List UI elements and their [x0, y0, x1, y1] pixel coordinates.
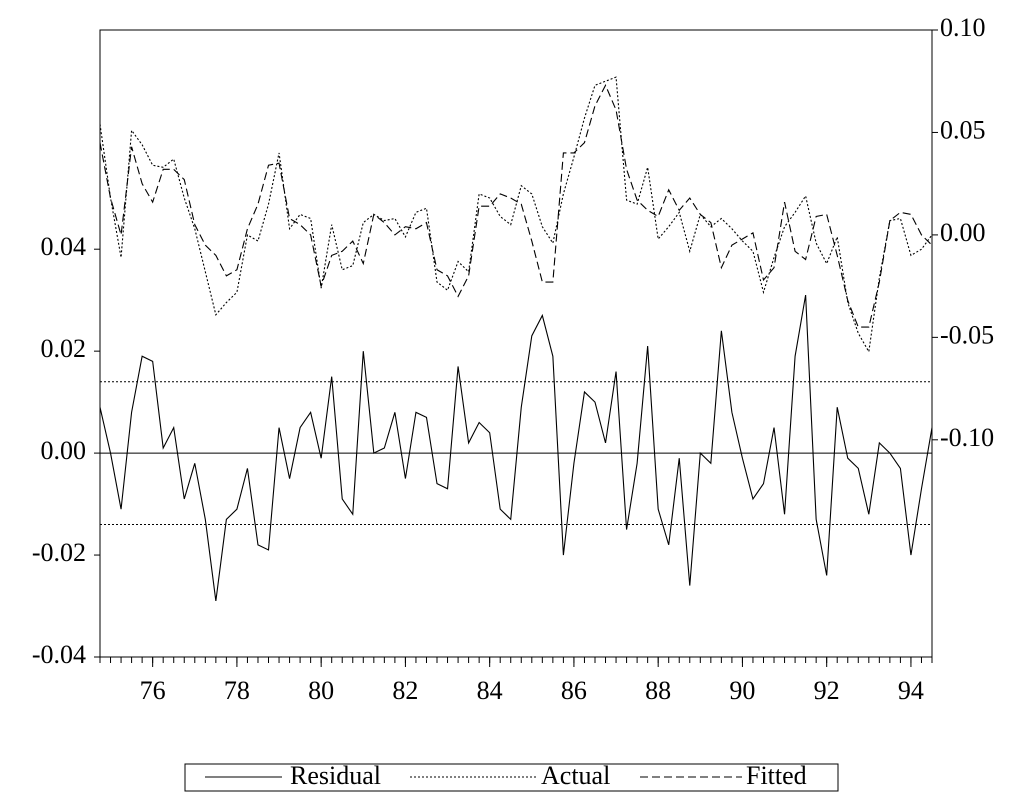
series-line [99, 76, 933, 354]
legend-box [184, 763, 839, 792]
x-tick-label: 94 [898, 676, 924, 705]
y-tick-label: 0.00 [41, 436, 87, 465]
x-tick-label: 84 [477, 676, 503, 705]
y-tick-label: 0.04 [41, 232, 87, 261]
legend-label: Actual [541, 761, 610, 790]
x-tick-label: 76 [140, 676, 166, 705]
y2-tick-label: 0.10 [940, 13, 986, 42]
x-tick-label: 86 [561, 676, 587, 705]
x-tick-label: 80 [308, 676, 334, 705]
y2-tick-label: -0.10 [940, 423, 994, 452]
plot-frame [99, 29, 933, 658]
y-tick-label: 0.02 [41, 334, 87, 363]
x-tick-label: 88 [645, 676, 671, 705]
series-line [99, 294, 933, 602]
series-line [99, 84, 933, 328]
y-tick-label: -0.04 [32, 640, 86, 669]
y2-tick-label: -0.05 [940, 320, 994, 349]
x-tick-label: 92 [814, 676, 840, 705]
legend-label: Residual [290, 761, 381, 790]
y2-tick-label: 0.05 [940, 115, 986, 144]
x-tick-label: 90 [729, 676, 755, 705]
y-tick-label: -0.02 [32, 538, 86, 567]
y2-tick-label: 0.00 [940, 218, 986, 247]
legend-label: Fitted [746, 761, 807, 790]
x-tick-label: 78 [224, 676, 250, 705]
x-tick-label: 82 [392, 676, 418, 705]
